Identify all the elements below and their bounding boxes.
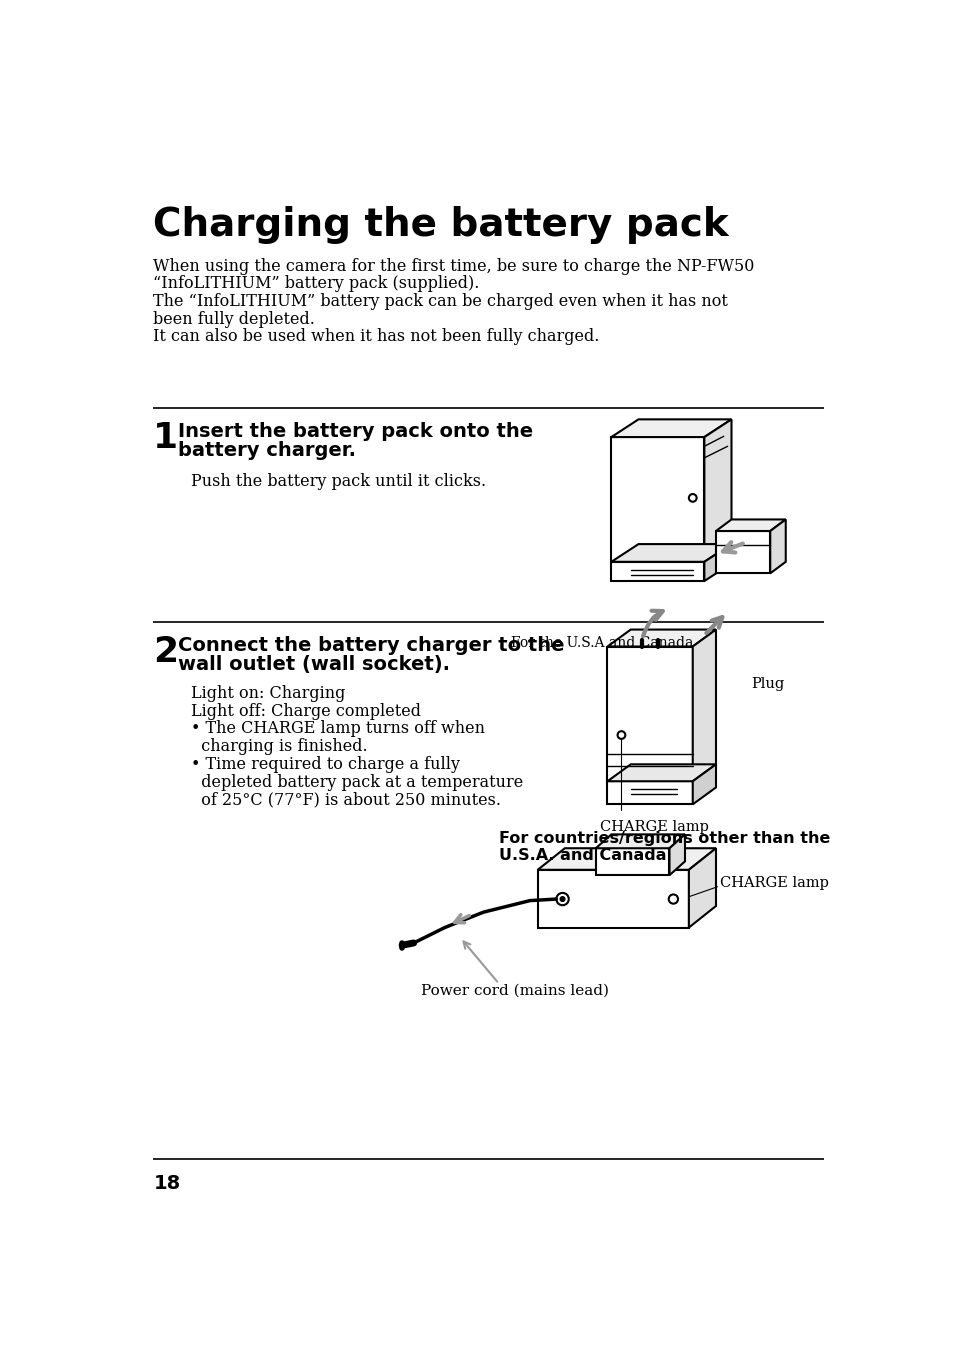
Text: Light off: Charge completed: Light off: Charge completed [192,702,421,720]
Polygon shape [692,629,716,781]
Polygon shape [703,420,731,562]
Text: charging is finished.: charging is finished. [192,738,368,755]
Polygon shape [611,437,703,562]
Polygon shape [688,849,716,928]
Polygon shape [611,545,731,562]
Polygon shape [692,764,716,804]
Polygon shape [611,562,703,581]
Text: • The CHARGE lamp turns off when: • The CHARGE lamp turns off when [192,721,485,737]
Text: CHARGE lamp: CHARGE lamp [599,819,708,834]
Text: U.S.A. and Canada: U.S.A. and Canada [498,849,666,863]
Text: been fully depleted.: been fully depleted. [153,311,314,328]
Polygon shape [716,519,785,531]
Polygon shape [607,781,692,804]
Text: CHARGE lamp: CHARGE lamp [720,876,828,890]
Circle shape [559,897,564,901]
Text: For the U.S.A and Canada: For the U.S.A and Canada [510,636,692,651]
Polygon shape [769,519,785,573]
Text: battery charger.: battery charger. [178,441,355,460]
Polygon shape [611,420,731,437]
Text: Connect the battery charger to the: Connect the battery charger to the [178,636,564,655]
Text: Plug: Plug [750,678,783,691]
Polygon shape [537,849,716,870]
Text: • Time required to charge a fully: • Time required to charge a fully [192,756,460,773]
Text: The “InfoLITHIUM” battery pack can be charged even when it has not: The “InfoLITHIUM” battery pack can be ch… [153,293,727,311]
Polygon shape [596,849,669,876]
Polygon shape [537,870,688,928]
Polygon shape [703,545,731,581]
Text: wall outlet (wall socket).: wall outlet (wall socket). [178,655,450,674]
Polygon shape [716,531,769,573]
Text: Insert the battery pack onto the: Insert the battery pack onto the [178,422,533,441]
Text: 1: 1 [153,421,178,455]
Text: For countries/regions other than the: For countries/regions other than the [498,831,829,846]
Text: When using the camera for the first time, be sure to charge the NP-FW50: When using the camera for the first time… [153,258,754,274]
Text: 2: 2 [153,635,178,668]
Text: Light on: Charging: Light on: Charging [192,685,345,702]
Polygon shape [596,834,684,849]
Text: depleted battery pack at a temperature: depleted battery pack at a temperature [192,773,523,791]
Polygon shape [607,629,716,647]
Text: Push the battery pack until it clicks.: Push the battery pack until it clicks. [192,473,486,490]
Text: It can also be used when it has not been fully charged.: It can also be used when it has not been… [153,328,599,346]
Polygon shape [607,764,716,781]
Text: 18: 18 [153,1174,180,1193]
Text: Power cord (mains lead): Power cord (mains lead) [421,983,609,998]
Polygon shape [607,647,692,781]
Text: of 25°C (77°F) is about 250 minutes.: of 25°C (77°F) is about 250 minutes. [192,791,500,808]
Text: “InfoLITHIUM” battery pack (supplied).: “InfoLITHIUM” battery pack (supplied). [153,276,479,292]
Polygon shape [669,834,684,876]
Text: Charging the battery pack: Charging the battery pack [153,206,728,243]
